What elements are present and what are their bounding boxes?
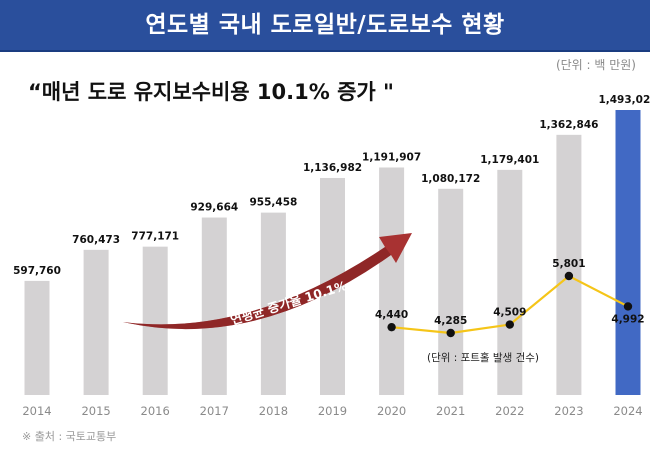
bar-value-label-2014: 597,760 bbox=[13, 265, 61, 277]
pothole-value-label-2024: 4,992 bbox=[611, 313, 644, 325]
bar-value-label-2021: 1,080,172 bbox=[421, 173, 480, 185]
bar-value-label-2019: 1,136,982 bbox=[303, 162, 362, 174]
x-tick-label-2024: 2024 bbox=[613, 404, 642, 418]
x-tick-label-2015: 2015 bbox=[81, 404, 110, 418]
growth-arrow-shade bbox=[123, 247, 391, 330]
bar-value-label-2016: 777,171 bbox=[131, 231, 179, 243]
pothole-value-label-2020: 4,440 bbox=[375, 309, 408, 321]
unit-note: (단위 : 백 만원) bbox=[555, 58, 636, 72]
x-tick-label-2021: 2021 bbox=[436, 404, 465, 418]
bar-2015 bbox=[83, 249, 109, 395]
pothole-unit-note: (단위 : 포트홀 발생 건수) bbox=[427, 351, 539, 364]
bar-value-label-2017: 929,664 bbox=[190, 202, 238, 214]
bar-2022 bbox=[497, 169, 523, 395]
pothole-value-label-2021: 4,285 bbox=[434, 315, 467, 327]
bar-value-label-2022: 1,179,401 bbox=[480, 154, 539, 166]
source-note: ※ 출처 : 국토교통부 bbox=[22, 430, 117, 443]
pothole-point-2021 bbox=[446, 328, 455, 338]
bar-2014 bbox=[24, 280, 50, 395]
bar-2017 bbox=[201, 217, 227, 395]
bar-value-label-2020: 1,191,907 bbox=[362, 151, 421, 163]
bar-2020 bbox=[379, 167, 405, 395]
bar-value-label-2015: 760,473 bbox=[72, 234, 120, 246]
pothole-point-2024 bbox=[623, 302, 633, 311]
pothole-value-label-2022: 4,509 bbox=[493, 307, 526, 319]
bar-2021 bbox=[438, 188, 464, 395]
bar-2024 bbox=[615, 110, 641, 395]
pothole-value-label-2023: 5,801 bbox=[552, 258, 585, 270]
bar-value-label-2024: 1,493,025 bbox=[598, 94, 650, 106]
pothole-point-2023 bbox=[564, 271, 574, 281]
header-bar: 연도별 국내 도로일반/도로보수 현황 bbox=[0, 0, 650, 52]
x-tick-label-2018: 2018 bbox=[259, 404, 288, 418]
x-tick-label-2014: 2014 bbox=[22, 404, 51, 418]
bar-value-label-2023: 1,362,846 bbox=[539, 119, 598, 131]
pothole-point-2020 bbox=[387, 322, 396, 332]
bar-value-label-2018: 955,458 bbox=[249, 197, 297, 209]
x-tick-label-2022: 2022 bbox=[495, 404, 524, 418]
page-title: 연도별 국내 도로일반/도로보수 현황 bbox=[145, 12, 505, 38]
bar-2016 bbox=[142, 246, 168, 395]
x-tick-label-2019: 2019 bbox=[318, 404, 347, 418]
bar-2023 bbox=[556, 134, 582, 396]
x-tick-label-2017: 2017 bbox=[200, 404, 229, 418]
x-tick-label-2016: 2016 bbox=[141, 404, 170, 418]
pothole-point-2022 bbox=[505, 320, 514, 329]
headline: “매년 도로 유지보수비용 10.1% 증가 " bbox=[28, 80, 394, 104]
x-tick-label-2023: 2023 bbox=[554, 404, 583, 418]
x-tick-label-2020: 2020 bbox=[377, 404, 406, 418]
